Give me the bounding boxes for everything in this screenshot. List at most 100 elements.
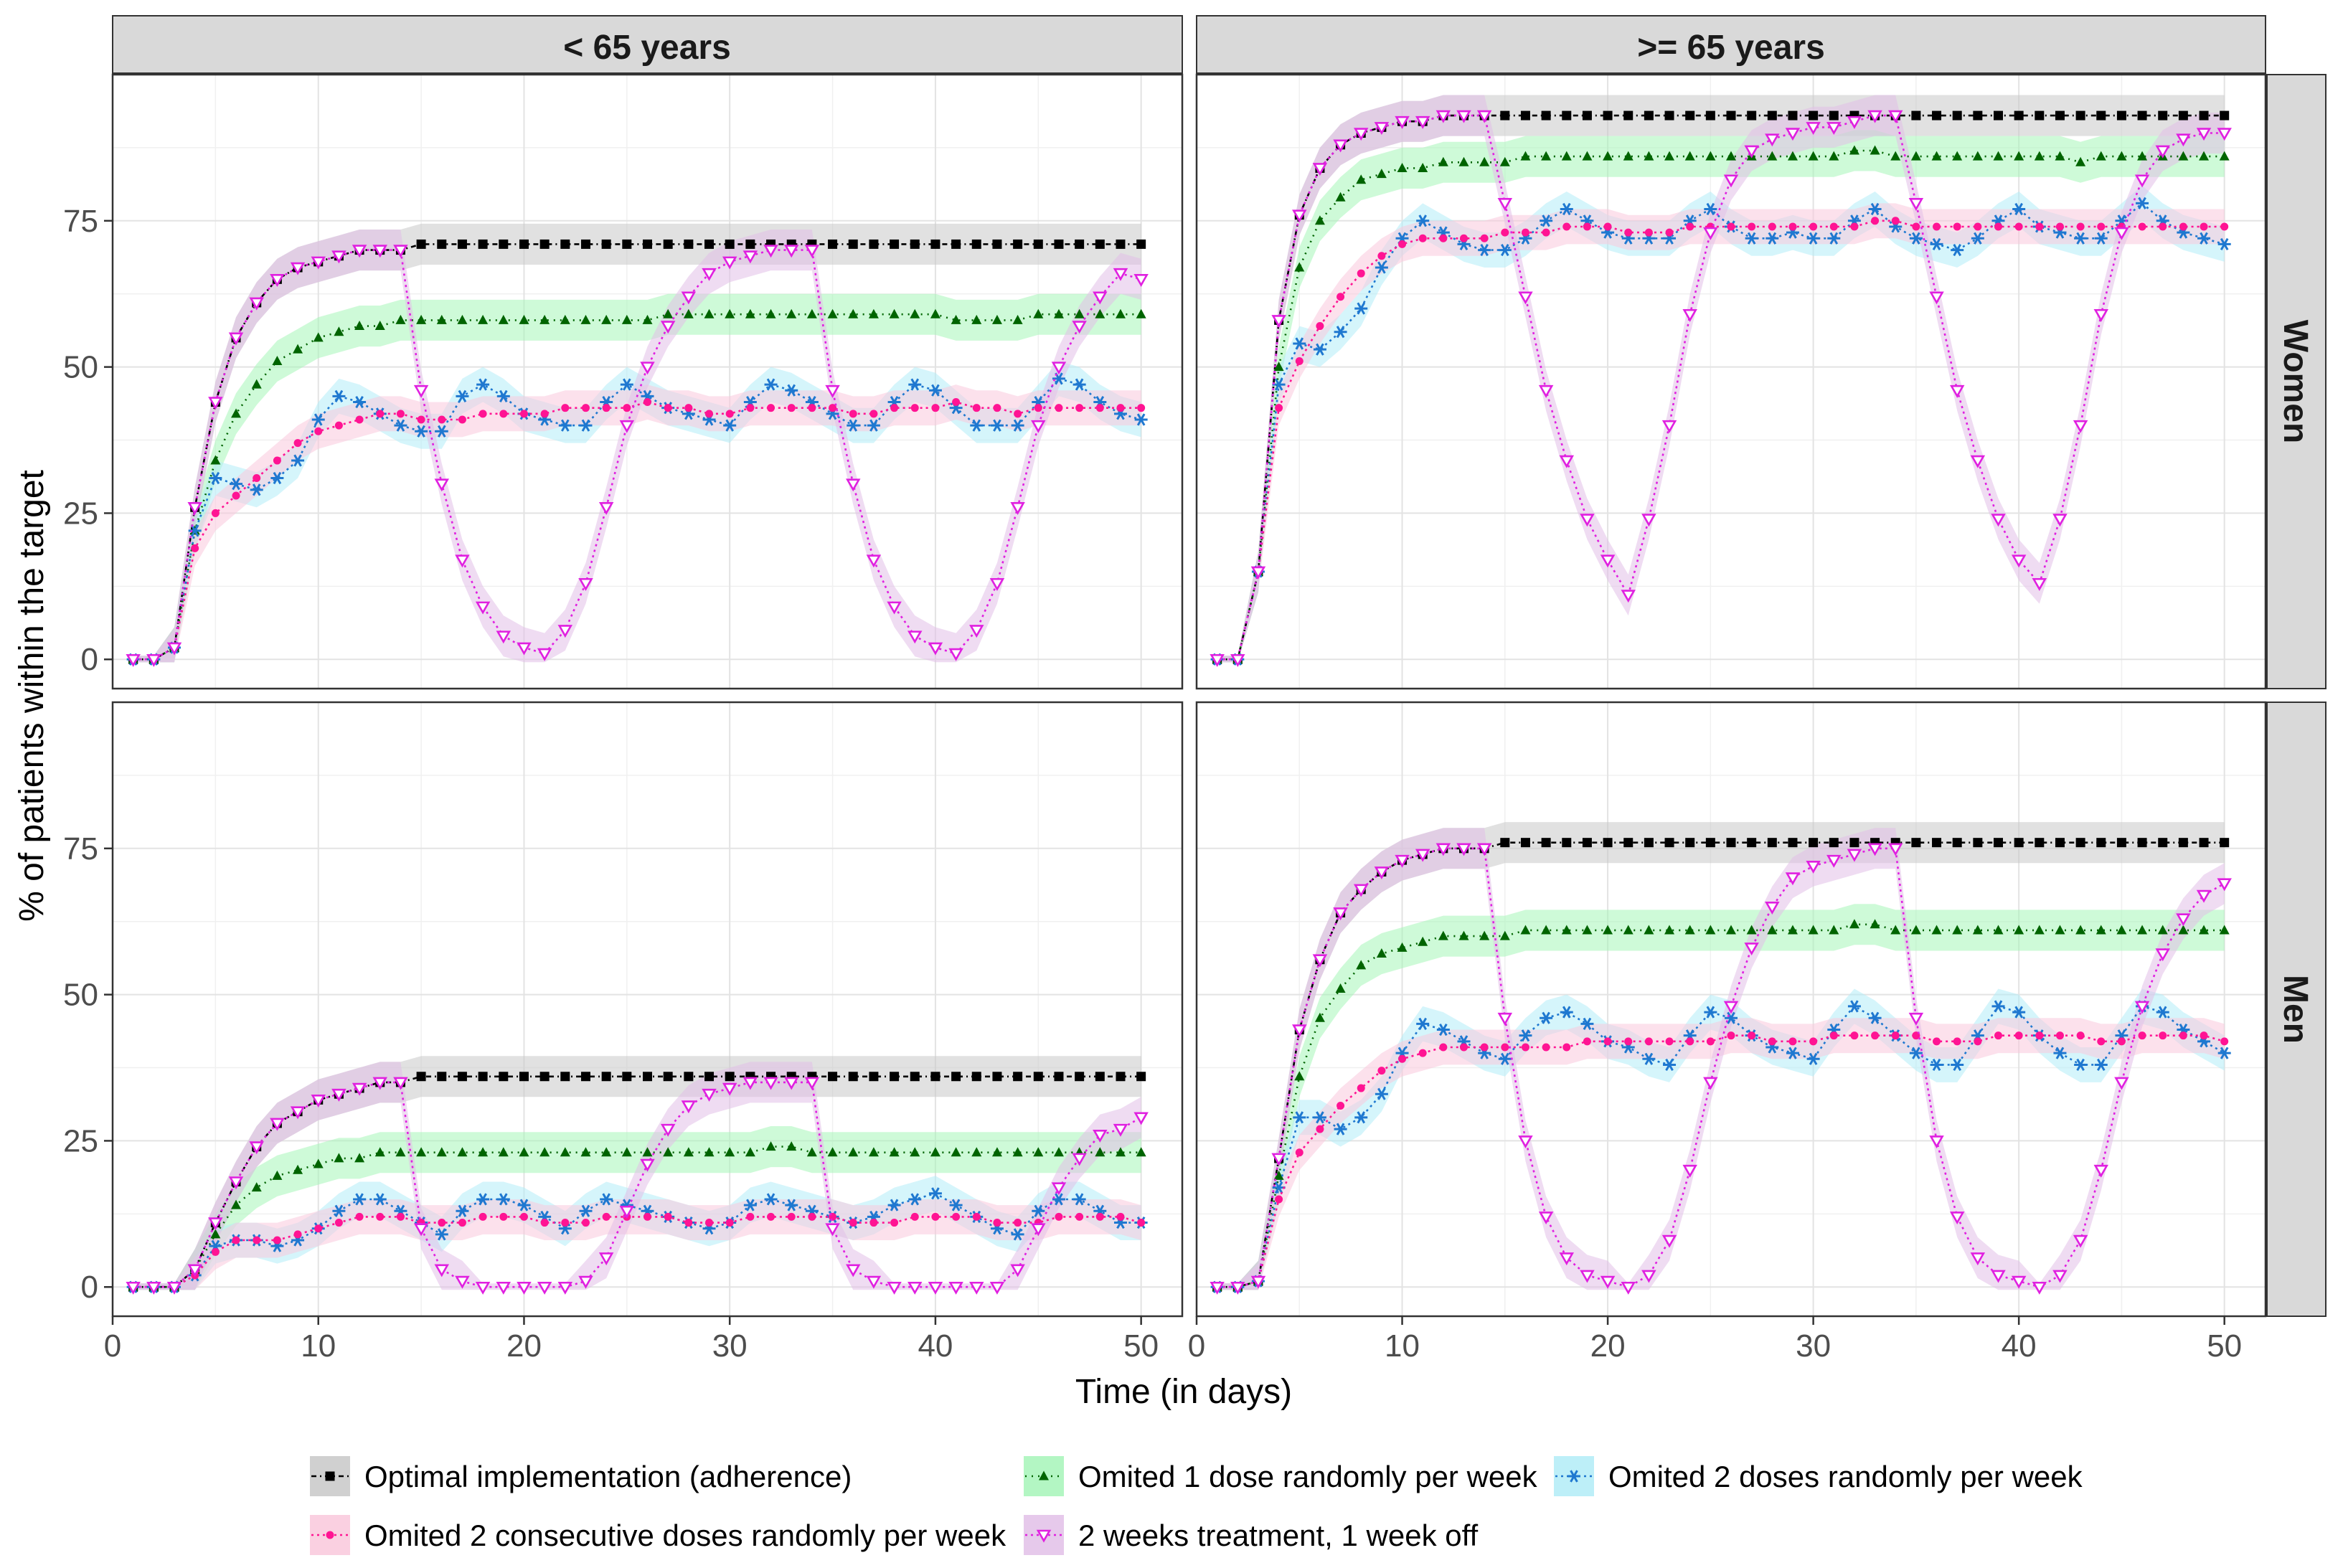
point-optimal — [1033, 1072, 1043, 1082]
x-tick-label: 10 — [301, 1328, 336, 1364]
point-twoweeks — [352, 245, 367, 258]
point-consec — [2035, 222, 2044, 231]
point-optimal — [2158, 838, 2168, 848]
x-tick-label: 20 — [506, 1328, 542, 1364]
point-omit2 — [311, 413, 325, 426]
point-omit1 — [210, 455, 221, 465]
point-twoweeks — [1010, 501, 1025, 515]
point-consec — [787, 404, 796, 412]
point-twoweeks — [455, 1275, 470, 1289]
point-optimal — [2055, 110, 2065, 121]
point-optimal — [848, 1072, 858, 1082]
point-consec — [1748, 222, 1756, 231]
point-optimal — [1582, 838, 1592, 848]
point-consec — [355, 1212, 364, 1221]
point-consec — [808, 404, 816, 412]
point-consec — [684, 1219, 693, 1227]
point-consec — [746, 1212, 755, 1221]
point-omit1 — [765, 308, 776, 318]
point-consec — [376, 1212, 385, 1221]
point-omit1 — [683, 1147, 694, 1157]
point-twoweeks — [1476, 843, 1492, 856]
point-twoweeks — [763, 245, 778, 258]
x-tick-label: 10 — [1385, 1328, 1420, 1364]
point-twoweeks — [187, 1264, 202, 1277]
point-twoweeks — [1826, 854, 1842, 868]
point-omit1 — [1931, 925, 1942, 935]
point-consec — [191, 544, 199, 552]
point-omit1 — [2034, 925, 2045, 935]
point-optimal — [2137, 838, 2147, 848]
point-omit1 — [436, 1147, 447, 1157]
point-twoweeks — [722, 1082, 737, 1096]
point-twoweeks — [475, 1281, 491, 1295]
y-tick-label: 75 — [63, 204, 98, 239]
point-optimal — [910, 1072, 920, 1082]
point-twoweeks — [845, 478, 861, 492]
point-optimal — [560, 1072, 570, 1082]
point-optimal — [519, 1072, 529, 1082]
point-optimal — [1116, 1072, 1126, 1082]
point-consec — [972, 1212, 981, 1221]
point-twoweeks — [1723, 1001, 1739, 1014]
point-optimal — [1932, 838, 1942, 848]
point-omit2 — [476, 378, 490, 391]
col-strip-under-65: < 65 years — [112, 15, 1183, 74]
legend-label-optimal: Optimal implementation (adherence) — [364, 1460, 852, 1493]
point-omit1 — [1294, 1071, 1305, 1081]
point-consec — [2159, 222, 2167, 231]
point-omit2 — [1991, 1000, 2005, 1013]
point-consec — [1686, 1037, 1694, 1046]
point-omit1 — [395, 314, 406, 324]
point-omit1 — [1458, 156, 1469, 166]
point-omit1 — [1376, 948, 1387, 958]
point-optimal — [1623, 110, 1634, 121]
point-consec — [602, 1212, 610, 1221]
point-twoweeks — [1580, 514, 1595, 527]
point-consec — [1665, 1037, 1674, 1046]
point-consec — [1583, 222, 1591, 231]
point-consec — [211, 509, 220, 517]
point-twoweeks — [1312, 163, 1328, 176]
point-omit1 — [1705, 151, 1716, 161]
point-optimal — [890, 1072, 900, 1082]
point-omit1 — [1746, 925, 1757, 935]
point-consec — [2055, 222, 2064, 231]
point-consec — [1788, 1037, 1797, 1046]
point-omit1 — [1726, 151, 1736, 161]
point-twoweeks — [1929, 1135, 1944, 1149]
point-twoweeks — [1113, 268, 1128, 281]
point-twoweeks — [1744, 145, 1759, 159]
point-consec — [458, 415, 466, 424]
point-twoweeks — [557, 625, 573, 638]
point-consec — [2200, 1031, 2208, 1040]
point-omit1 — [251, 1182, 262, 1192]
point-omit1 — [930, 1147, 940, 1157]
point-omit1 — [354, 1153, 365, 1163]
point-twoweeks — [1765, 902, 1780, 915]
point-consec — [561, 404, 570, 412]
point-omit1 — [2014, 151, 2024, 161]
point-omit1 — [1684, 151, 1695, 161]
point-optimal — [2014, 110, 2024, 121]
point-optimal — [1520, 110, 1530, 121]
point-twoweeks — [1333, 139, 1348, 153]
line-consec — [133, 401, 1141, 661]
point-twoweeks — [1415, 115, 1430, 129]
point-twoweeks — [2052, 1270, 2068, 1283]
point-omit1 — [1582, 151, 1593, 161]
point-consec — [232, 491, 240, 500]
point-omit1 — [786, 308, 797, 318]
point-optimal — [848, 239, 858, 249]
point-consec — [993, 404, 1001, 412]
point-twoweeks — [578, 1275, 593, 1289]
point-omit2 — [1272, 378, 1286, 391]
point-omit1 — [354, 321, 365, 331]
point-optimal — [437, 1072, 447, 1082]
point-optimal — [1562, 838, 1572, 848]
point-consec — [1275, 404, 1283, 412]
point-optimal — [1075, 1072, 1085, 1082]
point-consec — [1137, 404, 1146, 412]
point-omit2 — [291, 454, 305, 467]
point-omit1 — [1136, 308, 1146, 318]
